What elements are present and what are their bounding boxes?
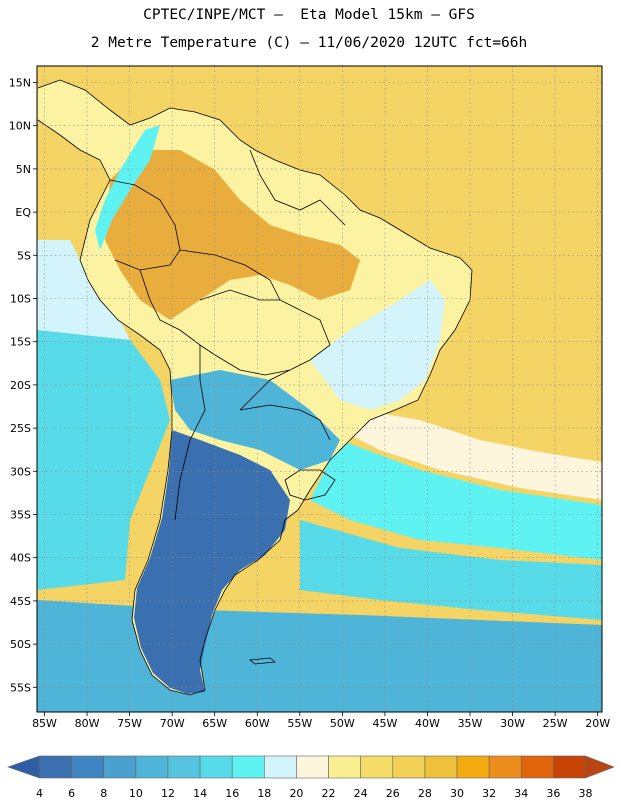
- colorbar-swatch: [392, 755, 426, 779]
- colorbar-swatch: [199, 755, 233, 779]
- colorbar-swatch: [167, 755, 201, 779]
- land-zone-8: [134, 430, 290, 694]
- lat-label: 55S: [10, 681, 31, 694]
- colorbar-swatch: [71, 755, 105, 779]
- lon-label: 85W: [32, 717, 57, 730]
- colorbar-swatch: [424, 755, 458, 779]
- lat-label: 50S: [10, 638, 31, 651]
- map-frame: [36, 65, 603, 713]
- lat-label: 45S: [10, 595, 31, 608]
- andes-zone-16: [95, 125, 160, 250]
- land-zone-18: [310, 280, 445, 410]
- colorbar-label: 24: [354, 787, 368, 800]
- map-subtitle: 2 Metre Temperature (C) – 11/06/2020 12U…: [90, 35, 528, 51]
- colorbar-label: 28: [418, 787, 432, 800]
- lat-label: EQ: [15, 206, 31, 219]
- lon-label: 65W: [202, 717, 227, 730]
- map-plot-area: [37, 66, 602, 712]
- colorbar-swatch: [103, 755, 137, 779]
- colorbar-swatch: [264, 755, 297, 779]
- colorbar-high-arrow: [585, 755, 615, 779]
- colorbar-swatch: [328, 755, 361, 779]
- map-title: CPTEC/INPE/MCT – Eta Model 15km – GFS: [143, 7, 475, 23]
- lat-label: 30S: [10, 465, 31, 478]
- lat-label: 5S: [17, 249, 31, 262]
- lon-label: 40W: [415, 717, 440, 730]
- lon-label: 75W: [117, 717, 142, 730]
- colorbar-label: 10: [129, 787, 143, 800]
- colorbar-swatch: [231, 755, 265, 779]
- colorbar-label: 34: [514, 787, 528, 800]
- colorbar-label: 12: [161, 787, 175, 800]
- colorbar-swatch: [488, 755, 522, 779]
- colorbar-label: 30: [450, 787, 464, 800]
- colorbar-label: 36: [546, 787, 560, 800]
- land-zone-28: [105, 150, 360, 320]
- colorbar-label: 20: [289, 787, 303, 800]
- lat-label: 40S: [10, 552, 31, 565]
- colorbar-label: 8: [100, 787, 107, 800]
- longitude-axis: 85W 80W 75W 70W 65W 60W 55W 50W 45W 40W 35W 30W 25W 2…: [32, 717, 610, 730]
- lat-label: 20S: [10, 379, 31, 392]
- colorbar-swatch: [360, 755, 394, 779]
- colorbar-label: 14: [193, 787, 207, 800]
- lon-label: 50W: [330, 717, 355, 730]
- lon-label: 45W: [372, 717, 397, 730]
- colorbar-label: 26: [386, 787, 400, 800]
- colorbar-swatch: [39, 755, 72, 779]
- lon-label: 70W: [160, 717, 185, 730]
- ocean-band-16: [310, 440, 602, 560]
- lon-label: 80W: [75, 717, 100, 730]
- colorbar-label: 6: [68, 787, 75, 800]
- colorbar-label: 38: [579, 787, 593, 800]
- colorbar-swatch: [553, 755, 586, 779]
- lon-label: 25W: [543, 717, 568, 730]
- colorbar-label: 4: [36, 787, 43, 800]
- colorbar-swatch: [135, 755, 169, 779]
- lon-label: 60W: [245, 717, 270, 730]
- ocean-band-18: [37, 330, 170, 590]
- colorbar: 4 6 8 10 12 14 16 18 20 22 24 26 28 30 32 34 36 38: [7, 755, 615, 800]
- axis-ticks: [33, 82, 599, 716]
- country-borders: [37, 79, 473, 696]
- lat-label: 10S: [10, 293, 31, 306]
- ocean-band-20: [37, 240, 130, 340]
- lat-label: 25S: [10, 422, 31, 435]
- lat-label: 10N: [9, 120, 31, 133]
- land-zone-16: [170, 370, 340, 470]
- ocean-band-14: [300, 520, 602, 620]
- lat-label: 35S: [10, 509, 31, 522]
- colorbar-swatch: [520, 755, 554, 779]
- lon-label: 35W: [458, 717, 483, 730]
- lon-label: 55W: [287, 717, 312, 730]
- colorbar-swatch: [296, 755, 329, 779]
- lat-label: 5N: [16, 163, 31, 176]
- lat-label: 15N: [9, 77, 31, 90]
- latitude-axis: 15N 10N 5N EQ 5S 10S 15S 20S 25S 30S 35S 40S 45S 50S 5…: [9, 77, 32, 695]
- colorbar-label: 16: [225, 787, 239, 800]
- colorbar-label: 22: [322, 787, 336, 800]
- colorbar-swatch: [456, 755, 490, 779]
- lon-label: 20W: [585, 717, 610, 730]
- ocean-band-22: [340, 410, 602, 500]
- colorbar-label: 32: [482, 787, 496, 800]
- colorbar-low-arrow: [7, 755, 40, 779]
- colorbar-label: 18: [257, 787, 271, 800]
- lat-label: 15S: [10, 336, 31, 349]
- lon-label: 30W: [500, 717, 525, 730]
